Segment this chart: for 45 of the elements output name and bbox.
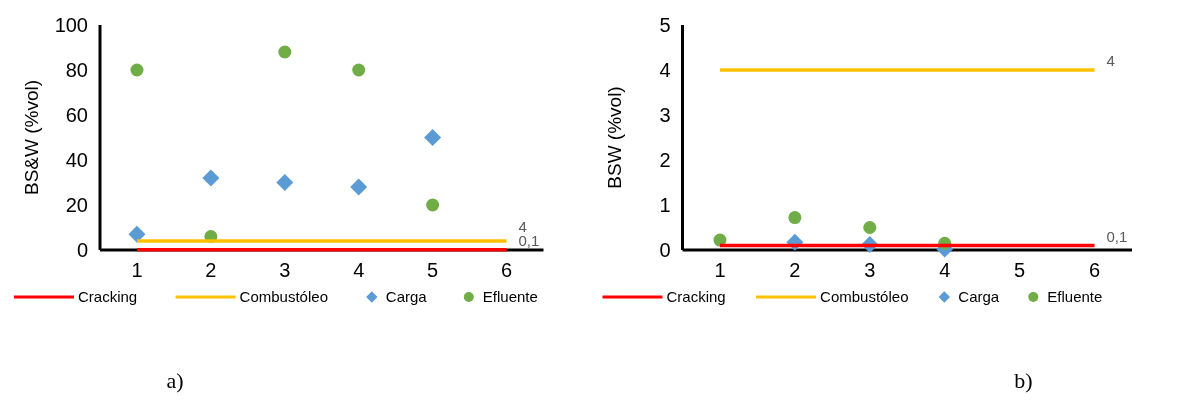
point [278, 45, 292, 59]
legend-label: Carga [958, 288, 1000, 306]
y-axis-title: BS&W (%vol) [21, 79, 42, 196]
data-label: 0,1 [1106, 227, 1128, 245]
y-tick-label: 0 [659, 239, 671, 261]
legend-label: Combustóleo [239, 288, 328, 306]
point [130, 63, 144, 77]
legend-label: Carga [385, 288, 428, 306]
point [863, 221, 877, 234]
legend-label: Efluente [1047, 288, 1103, 306]
x-tick-label: 3 [279, 259, 291, 281]
x-tick-label: 2 [789, 259, 801, 281]
text: a) [166, 368, 184, 393]
legend-label: Cracking [666, 288, 726, 306]
x-tick-label: 4 [353, 259, 365, 281]
y-tick-label: 40 [65, 149, 88, 171]
legend-label: Cracking [78, 288, 138, 306]
y-tick-label: 20 [65, 194, 88, 216]
y-axis-title: BSW (%vol) [603, 86, 625, 189]
legend-label: Efluente [482, 288, 538, 306]
x-tick-label: 6 [1088, 259, 1101, 281]
y-tick-label: 60 [65, 104, 88, 126]
y-tick-label: 2 [659, 149, 671, 171]
y-tick-label: 100 [54, 14, 88, 36]
point [788, 211, 802, 225]
x-tick-label: 2 [205, 259, 217, 281]
legend-label: Combustóleo [820, 288, 909, 306]
y-tick-label: 5 [659, 14, 671, 36]
x-tick-label: 6 [500, 259, 513, 281]
x-tick-label: 3 [864, 259, 876, 281]
x-tick-label: 5 [427, 259, 439, 281]
point [424, 129, 442, 146]
x-tick-label: 4 [939, 259, 951, 281]
y-tick-label: 0 [76, 239, 88, 261]
y-tick-label: 4 [659, 59, 671, 81]
y-tick-label: 80 [65, 59, 88, 81]
x-tick-label: 1 [131, 259, 143, 281]
data-label: 4 [1106, 52, 1115, 70]
x-tick-label: 5 [1014, 259, 1026, 281]
point [352, 63, 366, 77]
y-tick-label: 1 [659, 194, 671, 216]
y-tick-label: 3 [659, 104, 671, 126]
text: b) [1014, 368, 1033, 393]
point [426, 198, 440, 212]
x-tick-label: 1 [714, 259, 726, 281]
